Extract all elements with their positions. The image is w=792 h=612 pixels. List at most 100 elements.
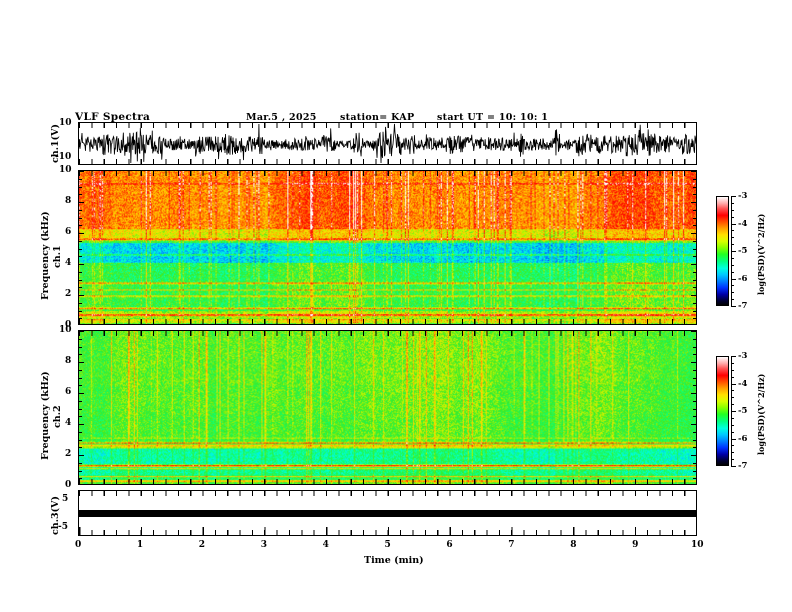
ch1-wave-bottom-ticks [79, 159, 696, 164]
ytick-minor [79, 346, 82, 348]
colorbar-tick-minor [731, 257, 734, 259]
colorbar-tick-minor [731, 202, 734, 204]
ytick-minor [79, 338, 82, 340]
colorbar-tick-minor [731, 244, 734, 246]
colorbar-tick-minor [731, 411, 734, 412]
ytick-label-6: 6 [65, 387, 72, 397]
ch2-spec-right-ticks [691, 331, 696, 484]
ytick-minor [693, 338, 696, 340]
colorbar-tick-minor [731, 299, 734, 301]
ytick-minor [79, 194, 82, 196]
colorbar-tick-label-neg4: -4 [738, 378, 748, 389]
ytick-minor [79, 279, 82, 281]
ytick-minor [79, 209, 82, 211]
ch1-spec-left-ticks [79, 171, 84, 324]
xaxis-tick-9: 9 [632, 540, 639, 550]
ytick-minor [79, 369, 82, 371]
ytick-minor [693, 478, 696, 480]
ytick-label-4: 4 [65, 258, 72, 268]
ytick-minor [693, 310, 696, 312]
colorbar-tick-minor [731, 466, 734, 467]
ytick-minor [79, 331, 82, 332]
figure-start-ut: start UT = 10: 10: 1 [437, 112, 549, 123]
colorbar-ch2-label-text: log(PSD)(V^2/Hz) [756, 373, 766, 455]
ytick-minor [693, 217, 696, 219]
ytick-minor [693, 385, 696, 387]
ch2-spectrogram-panel [78, 330, 697, 485]
ytick-minor [79, 256, 82, 258]
ytick-minor [693, 377, 696, 379]
colorbar-tick-label-neg3: -3 [738, 351, 748, 361]
colorbar-tick-minor [731, 390, 734, 392]
ytick-minor [79, 470, 82, 472]
ch2-spec-axis-label: Frequency (kHz) [40, 371, 51, 460]
colorbar-tick-minor [731, 445, 734, 447]
ytick-minor [693, 462, 696, 464]
ytick-minor [693, 393, 696, 394]
ytick-label-8: 8 [65, 196, 72, 206]
ch3-wave-bottom-major-ticks [79, 527, 696, 535]
ytick-minor [79, 439, 82, 441]
ch3-wave-ytick-lo: -5 [58, 522, 68, 532]
ytick-minor [693, 287, 696, 289]
ytick-minor [693, 178, 696, 180]
ytick-minor [693, 256, 696, 258]
ytick-minor [693, 362, 696, 363]
ytick-minor [693, 279, 696, 281]
colorbar-tick-label-neg3: -3 [738, 191, 748, 201]
ch1-wave-top-ticks [79, 123, 696, 128]
xaxis-tick-8: 8 [570, 540, 577, 550]
colorbar-tick-minor [731, 362, 734, 364]
colorbar-tick-label-neg7: -7 [738, 301, 748, 311]
ytick-minor [79, 362, 82, 363]
colorbar-ch1-label-text: log(PSD)(V^2/Hz) [756, 213, 766, 295]
ch2-spec-top-ticks [79, 331, 696, 336]
ytick-minor [79, 431, 82, 433]
ytick-minor [79, 248, 82, 250]
xaxis-tick-2: 2 [198, 540, 206, 550]
ytick-label-0: 0 [65, 320, 72, 330]
ytick-minor [79, 217, 82, 219]
colorbar-tick-minor [731, 452, 734, 454]
ch2-spec-channel-label: ch.2 [52, 405, 63, 428]
ytick-label-10: 10 [59, 325, 72, 335]
figure-date: Mar.5 , 2025 [246, 112, 317, 123]
xaxis-tick-5: 5 [384, 540, 391, 550]
ch1-spec-bottom-ticks [79, 319, 696, 324]
ch3-wave-ytick-hi: 5 [62, 494, 69, 504]
ytick-minor [79, 462, 82, 464]
ytick-minor [693, 264, 696, 265]
xaxis-label: Time (min) [364, 555, 424, 566]
ytick-label-8: 8 [65, 356, 72, 366]
ytick-minor [79, 424, 82, 425]
ch3-wave-axis-label: ch.3(V) [50, 496, 61, 535]
ytick-minor [693, 400, 696, 402]
ytick-minor [79, 295, 82, 296]
colorbar-tick-minor [731, 424, 734, 426]
figure-station: station= KAP [340, 112, 415, 123]
colorbar-tick-minor [731, 264, 734, 266]
ytick-minor [693, 346, 696, 348]
ytick-minor [693, 318, 696, 320]
colorbar-tick-minor [731, 417, 734, 419]
ytick-minor [79, 171, 82, 172]
ch3-wave-top-ticks [79, 491, 696, 496]
ytick-minor [79, 393, 82, 394]
ytick-minor [79, 233, 82, 234]
ch1-spec-axis-label-text: Frequency (kHz) [40, 211, 51, 300]
xaxis-tick-7: 7 [508, 540, 515, 550]
ytick-minor [79, 264, 82, 265]
ytick-minor [693, 194, 696, 196]
colorbar-tick-minor [731, 285, 734, 287]
ytick-minor [79, 416, 82, 418]
ytick-minor [79, 408, 82, 410]
ch1-spectrogram-image [79, 171, 696, 324]
ytick-minor [79, 186, 82, 188]
ytick-label-0: 0 [65, 480, 72, 490]
ytick-minor [693, 240, 696, 242]
colorbar-tick-label-neg5: -5 [738, 406, 748, 416]
ch3-saturated-band [79, 510, 696, 517]
xaxis-tick-0: 0 [75, 540, 82, 550]
colorbar-tick-label-neg6: -6 [738, 273, 748, 284]
